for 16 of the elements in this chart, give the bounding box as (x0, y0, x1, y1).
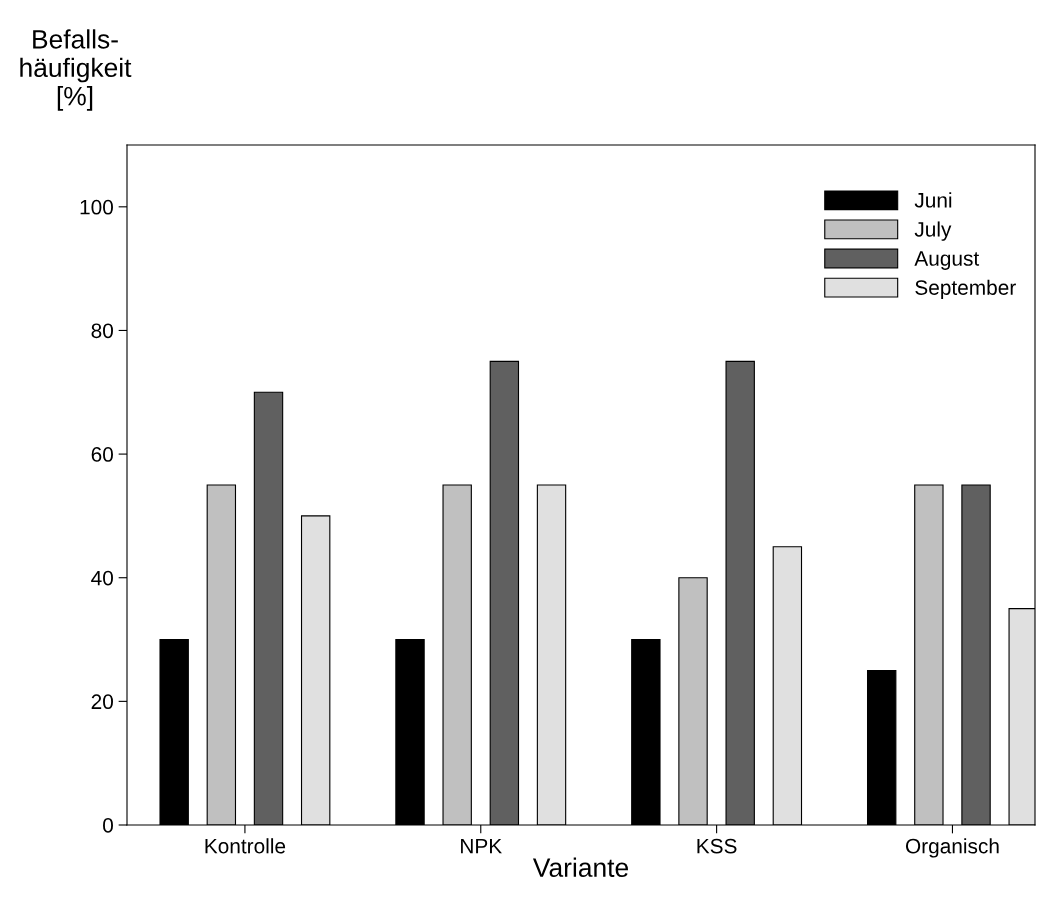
y-tick-label: 80 (91, 323, 113, 339)
y-tick-label: 40 (91, 570, 113, 586)
y-tick-label: 0 (103, 818, 113, 833)
legend-label: August (914, 251, 980, 270)
x-tick-label: Organisch (905, 838, 999, 858)
legend-label: Juni (914, 192, 952, 208)
y-axis-title: Befalls- häufigkeit [%] (20, 29, 132, 111)
legend-label: July (914, 221, 952, 241)
y-tick-label: 20 (91, 694, 113, 710)
x-tick-label: Kontrolle (205, 838, 286, 854)
y-tick-label: 100 (80, 199, 113, 215)
y-tick-label: 60 (91, 447, 113, 462)
x-axis-title: Variante (532, 857, 628, 877)
legend-label: September (915, 279, 1016, 300)
x-tick-label: NPK (461, 838, 502, 854)
x-tick-label: KSS (697, 838, 737, 854)
